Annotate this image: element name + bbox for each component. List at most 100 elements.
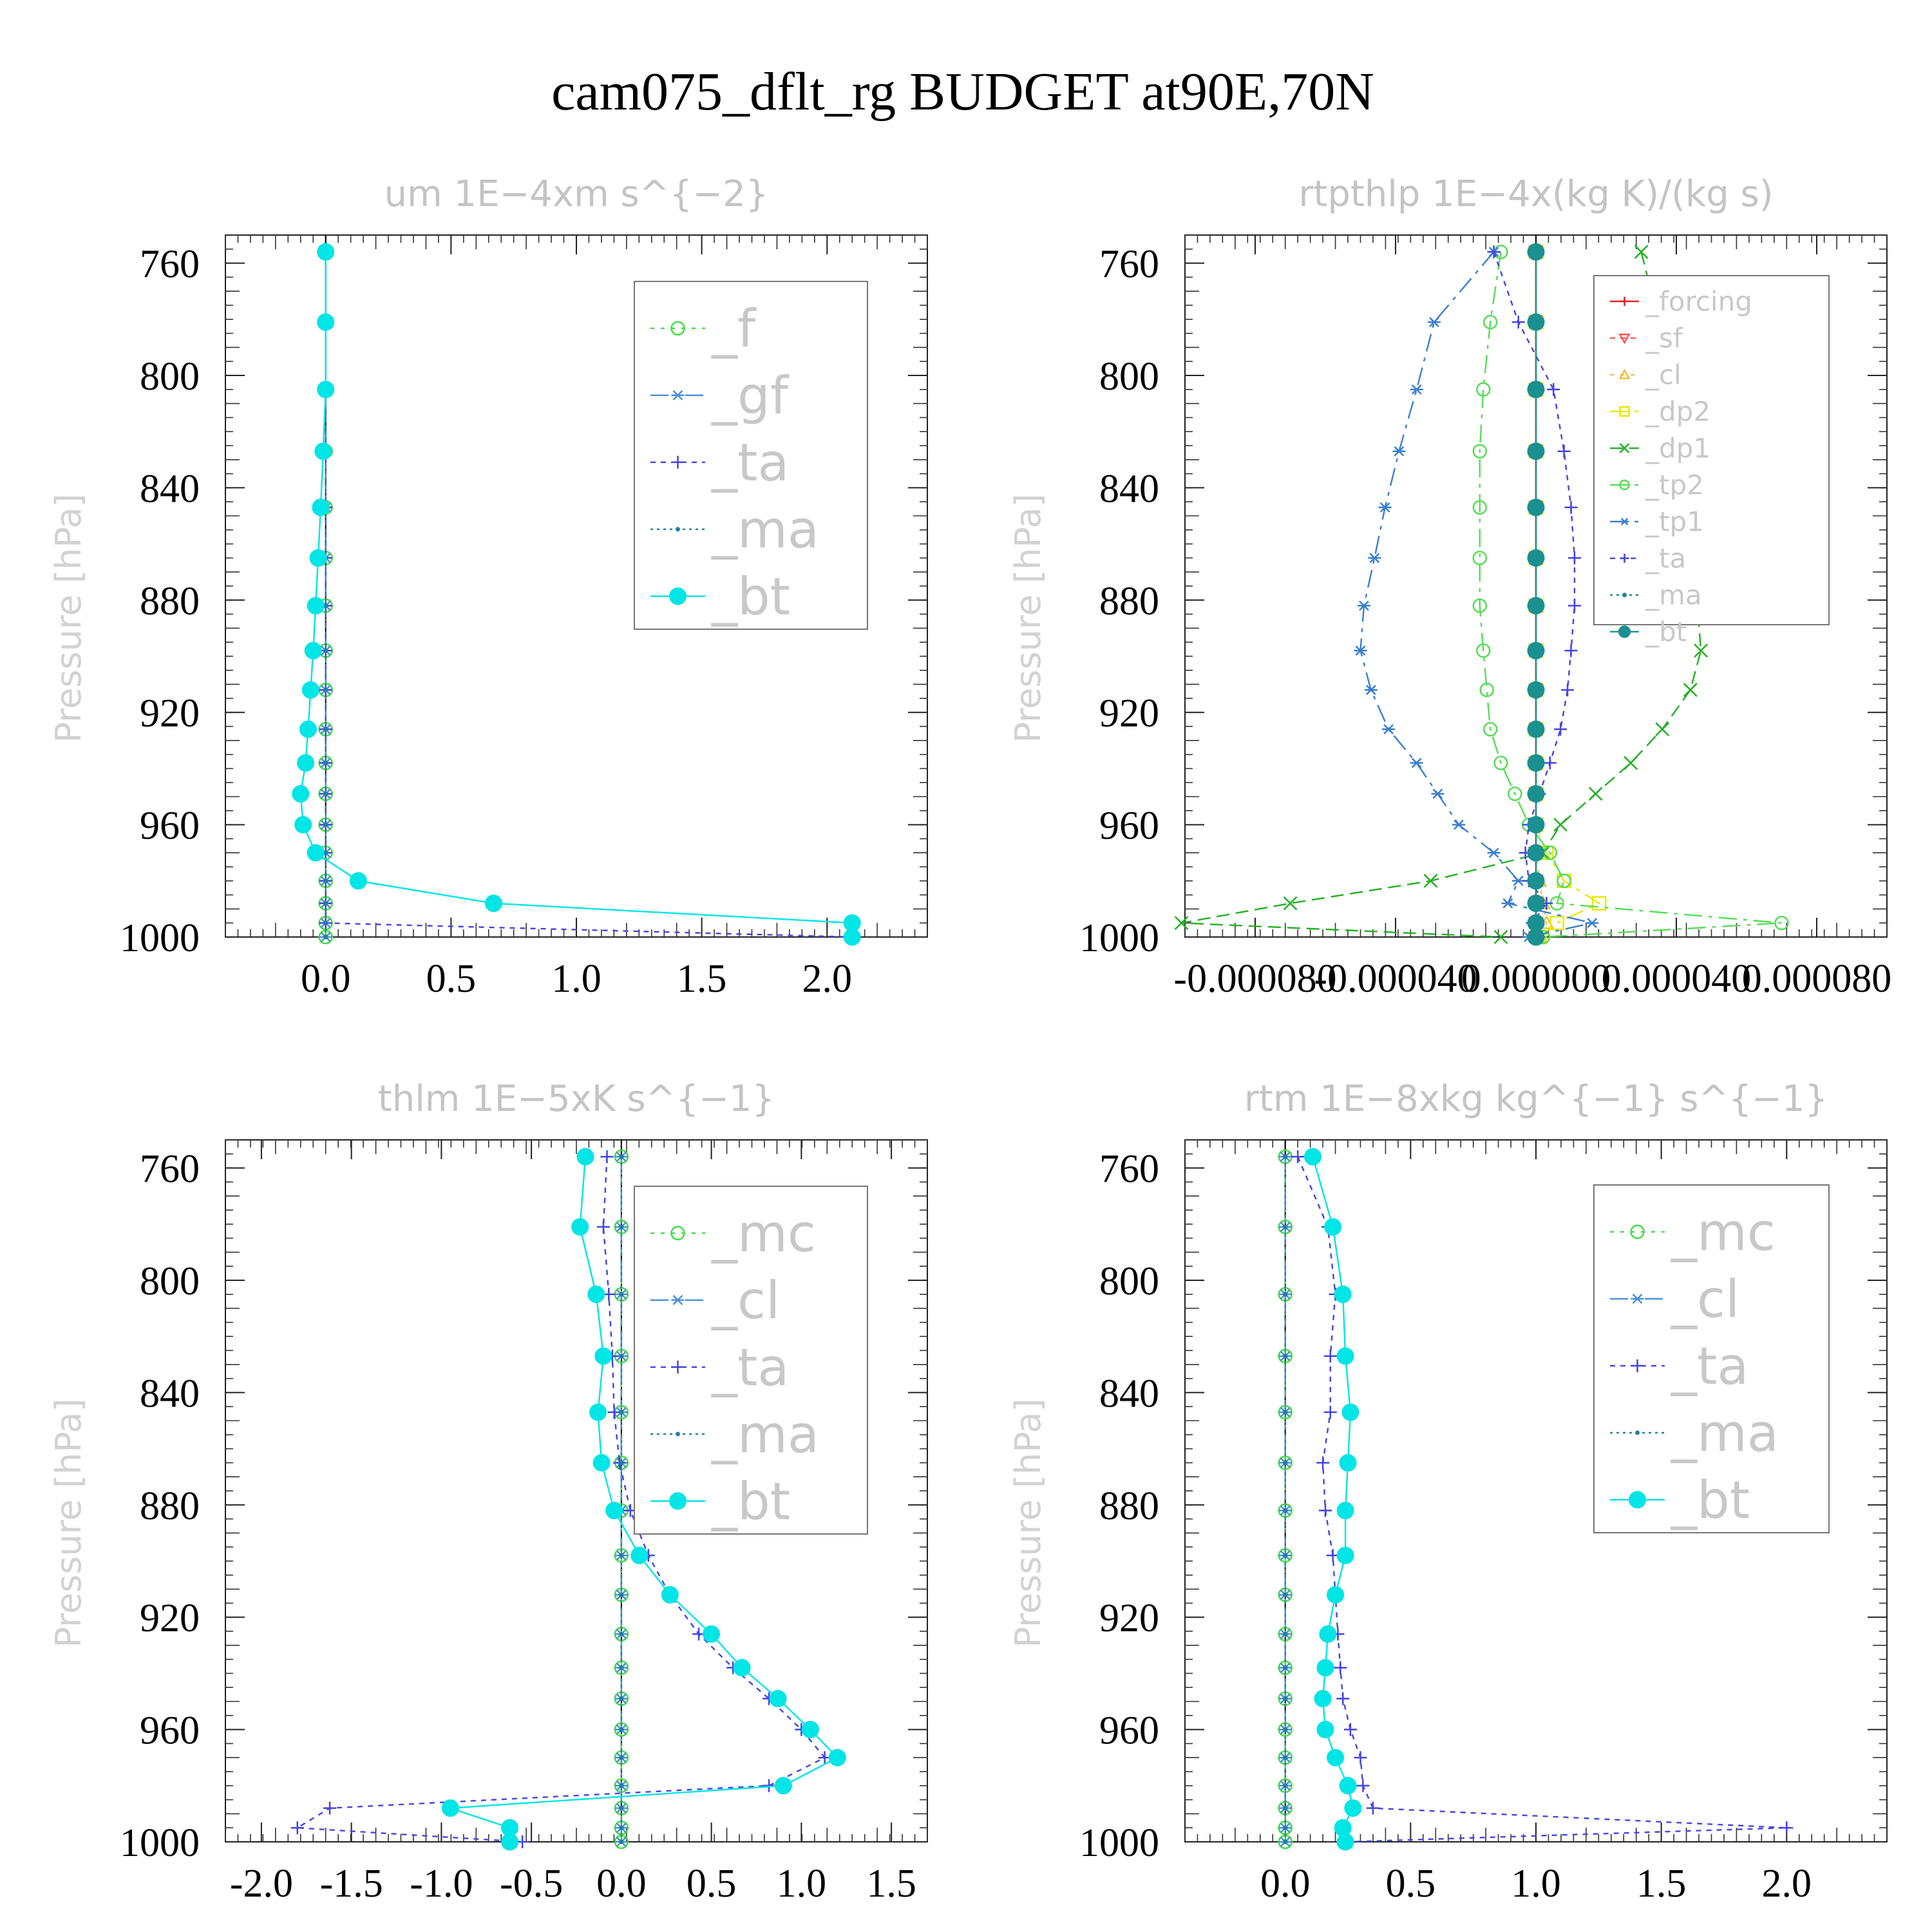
y-tick-label: 880 [140, 1484, 200, 1528]
data-point [292, 785, 310, 803]
legend: _mc _cl _ta _ma _bt [1593, 1184, 1830, 1533]
data-point [1567, 551, 1581, 565]
series-line [294, 1157, 826, 1843]
data-point [1472, 598, 1488, 613]
data-point [1564, 644, 1578, 658]
data-point [1336, 1502, 1354, 1520]
legend-label: _gf [711, 366, 790, 426]
data-point [1487, 848, 1501, 858]
data-point [304, 641, 322, 659]
legend-label: _ma [711, 1405, 819, 1464]
x-tick-label: 1.0 [551, 957, 601, 1001]
y-tick-label: 880 [1099, 580, 1159, 623]
x-tick-label: 1.0 [777, 1862, 827, 1906]
data-point [1283, 1292, 1288, 1297]
series-line [1535, 252, 1601, 938]
x-tick-label: -2.0 [230, 1862, 293, 1906]
legend-marker [669, 587, 687, 605]
data-point [587, 1285, 605, 1303]
data-point [1472, 551, 1488, 565]
x-tick-label: 1.0 [1511, 1862, 1561, 1906]
data-point [1382, 724, 1396, 735]
y-tick-label: 920 [140, 1596, 200, 1640]
legend-marker [1635, 1430, 1640, 1435]
data-point [594, 1347, 612, 1365]
data-point [323, 822, 328, 828]
series-ma [619, 1154, 624, 1844]
data-point [297, 754, 315, 772]
legend-marker [1618, 368, 1631, 379]
y-tick-label: 760 [1099, 243, 1159, 287]
y-tick-label: 960 [140, 1709, 200, 1753]
data-point [323, 920, 328, 925]
x-tick-label: 1.5 [866, 1862, 916, 1906]
x-tick-label: -0.5 [500, 1862, 563, 1906]
data-point [1283, 1631, 1288, 1636]
legend-label: _dp2 [1645, 396, 1710, 428]
data-point [733, 1659, 751, 1677]
data-point [1283, 1592, 1288, 1597]
data-point [619, 1665, 624, 1671]
data-point [309, 549, 327, 567]
y-tick-label: 920 [140, 692, 200, 735]
data-point [1327, 1586, 1345, 1604]
data-point [1479, 683, 1494, 697]
data-point [323, 878, 328, 884]
data-point [1527, 549, 1545, 567]
legend-label: _mc [1671, 1202, 1776, 1262]
y-tick-label: 840 [140, 467, 200, 511]
y-tick-label: 800 [140, 1260, 200, 1303]
data-point [1508, 786, 1522, 801]
legend-marker [671, 455, 685, 469]
data-point [576, 1148, 594, 1166]
x-tick-label: 0.0 [301, 957, 351, 1001]
data-point [1174, 916, 1189, 931]
data-point [596, 1220, 610, 1234]
data-point [1549, 915, 1564, 931]
y-tick-label: 880 [140, 580, 200, 623]
series-tp1 [1354, 247, 1599, 942]
data-point [1283, 1806, 1288, 1811]
data-point [1343, 1723, 1357, 1736]
data-point [1527, 816, 1545, 834]
panels: um 1E−4xm s^{−2} Pressure [hPa] 760 800 840 8… [48, 173, 1891, 1906]
data-point [1283, 1696, 1288, 1701]
data-point [1527, 872, 1545, 890]
data-point [1527, 641, 1545, 659]
data-point [301, 681, 319, 699]
series-line [1359, 251, 1593, 938]
data-point [1283, 1727, 1288, 1732]
legend-marker [1622, 592, 1627, 598]
data-point [1316, 1456, 1330, 1470]
data-point [1567, 599, 1581, 612]
data-point [1323, 1405, 1337, 1419]
data-point [619, 1696, 624, 1701]
data-point [1527, 754, 1545, 772]
data-point [1694, 643, 1709, 658]
data-point [1564, 500, 1578, 514]
y-tick-label: 960 [1099, 804, 1159, 848]
data-point [1368, 553, 1381, 564]
data-point [1283, 1354, 1288, 1359]
panel-title: thlm 1E−5xK s^{−1} [378, 1078, 775, 1120]
data-point [1324, 1218, 1342, 1236]
data-point [485, 895, 503, 913]
data-point [441, 1799, 459, 1817]
series-tp2 [1472, 244, 1789, 945]
data-point [312, 498, 330, 516]
legend-label: _bt [1645, 616, 1687, 648]
data-point [1423, 873, 1438, 888]
legend-marker [1631, 1293, 1644, 1304]
data-point [1547, 383, 1560, 396]
legend-label: _ta [1645, 543, 1686, 574]
data-point [1327, 1748, 1345, 1766]
data-point [1774, 915, 1789, 931]
panel-1: um 1E−4xm s^{−2} Pressure [hPa] 760 800 840 8… [48, 173, 928, 1001]
y-tick-label: 800 [1099, 355, 1159, 399]
data-point [619, 1553, 624, 1558]
data-point [323, 934, 328, 940]
data-point [1283, 1553, 1288, 1558]
data-point [323, 687, 328, 692]
legend: _f _gf _ta _ma _bt [634, 281, 868, 630]
x-tick-label: -1.5 [320, 1862, 383, 1906]
